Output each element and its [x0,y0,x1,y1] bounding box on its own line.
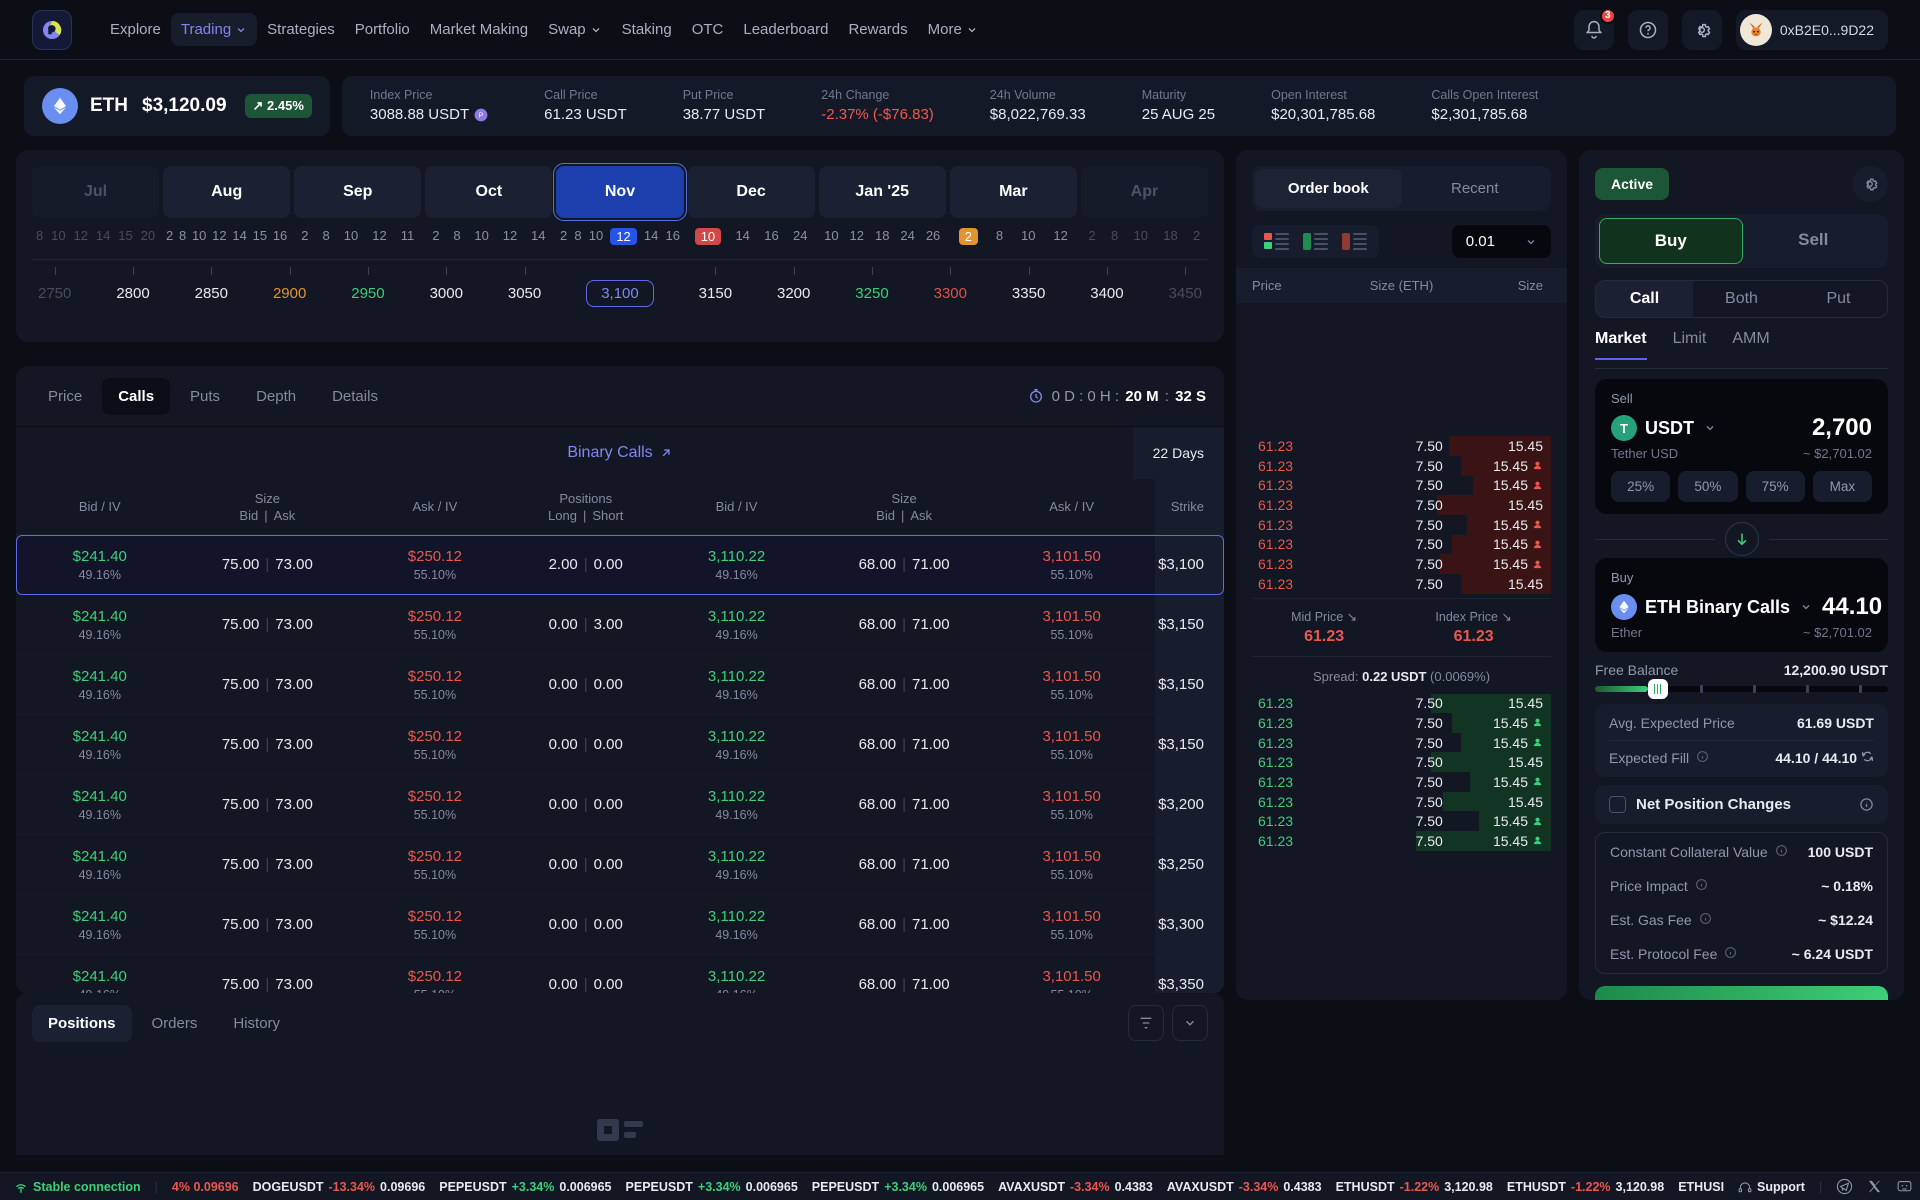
svg-text:P: P [479,112,484,119]
